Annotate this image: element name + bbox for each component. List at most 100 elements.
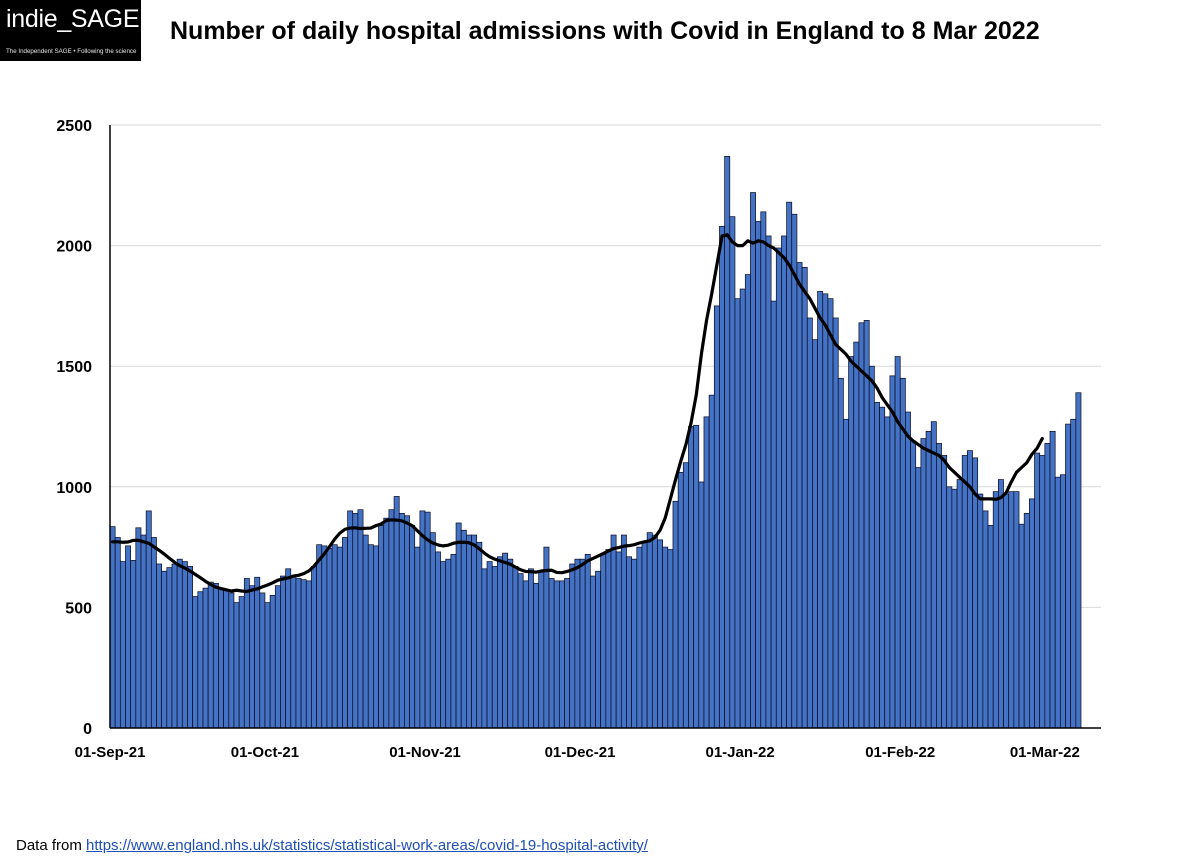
bar — [259, 592, 266, 729]
bar — [894, 356, 901, 729]
bar — [874, 402, 880, 729]
bar — [249, 585, 255, 729]
bar — [713, 305, 720, 729]
bar — [367, 544, 374, 729]
bar — [589, 575, 596, 729]
bar — [930, 421, 937, 729]
bar — [1013, 491, 1020, 729]
bar — [166, 567, 173, 729]
bar — [1028, 498, 1035, 729]
bar — [398, 512, 405, 729]
bar — [233, 602, 240, 729]
bar — [698, 481, 705, 729]
bar — [486, 561, 493, 729]
bar — [512, 566, 519, 729]
bar — [553, 580, 560, 729]
bar — [832, 317, 839, 729]
bar — [817, 291, 824, 729]
bar — [941, 455, 948, 729]
bar — [781, 235, 787, 729]
data-source-note: Data from https://www.england.nhs.uk/sta… — [16, 837, 648, 854]
bar — [419, 510, 426, 729]
bar — [858, 322, 865, 729]
bar — [693, 424, 700, 729]
bar — [967, 450, 973, 729]
bar — [502, 552, 509, 729]
bar — [961, 455, 968, 729]
bar — [925, 430, 932, 729]
bar — [130, 560, 137, 729]
bar — [884, 416, 891, 729]
x-tick-label: 01-Feb-22 — [865, 744, 935, 761]
bar — [176, 558, 183, 729]
bar — [481, 568, 488, 729]
bar — [806, 317, 813, 729]
bar — [218, 587, 224, 729]
bar — [212, 582, 219, 729]
bar — [1008, 491, 1015, 729]
bar — [378, 525, 385, 729]
bar — [744, 274, 751, 729]
daily-admissions-bars — [109, 156, 1082, 729]
bar — [801, 266, 808, 729]
bar — [775, 247, 782, 729]
bar — [837, 377, 844, 729]
bar — [517, 573, 524, 729]
bar — [316, 544, 323, 729]
bar — [667, 549, 674, 729]
bar — [1059, 474, 1066, 729]
bar — [1023, 512, 1030, 729]
bar — [765, 235, 772, 729]
bar — [703, 416, 710, 729]
bar — [269, 594, 276, 729]
bar — [450, 553, 457, 729]
bar — [548, 578, 555, 729]
bar — [445, 558, 452, 729]
bar — [156, 563, 162, 729]
x-tick-label: 01-Jan-22 — [706, 744, 775, 761]
bar — [543, 546, 550, 729]
bar — [476, 541, 483, 729]
bar — [600, 553, 607, 729]
bar — [181, 561, 188, 729]
bar — [285, 568, 292, 729]
bar — [987, 525, 994, 729]
bar — [729, 216, 736, 729]
bar — [1034, 452, 1041, 729]
bar — [119, 561, 126, 729]
bar — [135, 527, 142, 729]
bar — [466, 534, 472, 729]
bar — [812, 339, 818, 729]
bar — [321, 545, 328, 729]
bar — [992, 491, 999, 729]
bar — [791, 213, 798, 729]
bar — [910, 440, 917, 729]
source-link[interactable]: https://www.england.nhs.uk/statistics/st… — [86, 837, 648, 854]
bar — [280, 575, 286, 729]
bar — [646, 532, 653, 729]
bar — [936, 443, 942, 729]
bar — [497, 556, 503, 729]
bar — [429, 532, 436, 729]
bar — [843, 418, 849, 729]
bar — [605, 549, 612, 729]
y-tick-label: 2500 — [56, 118, 92, 135]
bar — [868, 365, 875, 729]
moving-average-line — [110, 233, 1044, 594]
y-tick-label: 1500 — [56, 359, 92, 376]
bar — [1070, 418, 1077, 729]
bar — [672, 500, 679, 729]
bar — [719, 225, 725, 729]
y-tick-label: 500 — [65, 600, 92, 617]
bar — [657, 539, 663, 729]
bar — [202, 587, 209, 729]
bar — [569, 563, 576, 729]
bar — [1003, 493, 1010, 729]
bar — [879, 406, 886, 729]
x-tick-label: 01-Oct-21 — [231, 744, 299, 761]
bar — [491, 566, 498, 729]
logo-tagline: The Independent SAGE • Following the sci… — [6, 48, 137, 55]
bar — [357, 509, 364, 729]
bar — [972, 457, 979, 729]
bar — [161, 570, 168, 729]
